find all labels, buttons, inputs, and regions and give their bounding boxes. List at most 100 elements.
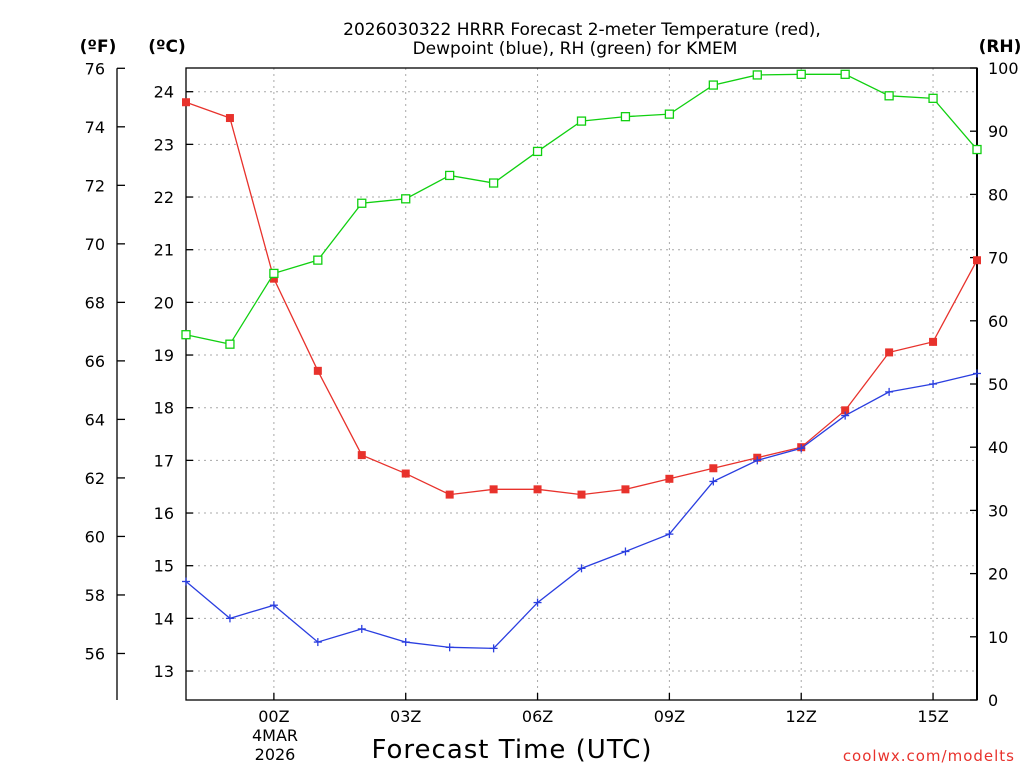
celsius-tick-label: 15 xyxy=(154,557,174,576)
rh-point xyxy=(357,198,367,208)
temperature-point xyxy=(182,98,190,107)
dewpoint-point xyxy=(489,644,498,653)
rh-point xyxy=(972,144,982,155)
temperature-point xyxy=(929,337,938,346)
rh-point xyxy=(796,69,806,79)
fahrenheit-tick-label: 74 xyxy=(85,118,105,137)
x-tick-label: 00Z xyxy=(258,707,289,726)
rh-point xyxy=(576,116,587,126)
rh-point xyxy=(313,255,323,265)
fahrenheit-tick-label: 58 xyxy=(85,586,105,605)
rh-tick-label: 60 xyxy=(988,312,1008,331)
rh-point xyxy=(532,146,543,157)
axes xyxy=(116,67,978,701)
rh-point xyxy=(225,339,235,349)
unit-label-fahrenheit: (ºF) xyxy=(80,37,117,57)
celsius-tick-label: 21 xyxy=(154,241,174,260)
temperature-point xyxy=(269,274,278,283)
temperature-point xyxy=(841,406,850,415)
temperature-point xyxy=(401,469,410,478)
fahrenheit-tick-label: 56 xyxy=(85,644,105,663)
temperature-point xyxy=(621,485,630,494)
credit-link[interactable]: coolwx.com/modelts xyxy=(843,747,1015,765)
rh-point xyxy=(620,112,631,122)
rh-point xyxy=(664,109,675,119)
fahrenheit-tick-label: 70 xyxy=(85,235,105,254)
temperature-point xyxy=(489,485,498,494)
dewpoint-point xyxy=(973,369,981,378)
celsius-tick-label: 17 xyxy=(154,451,174,470)
rh-point xyxy=(752,70,762,80)
unit-label-rh: (RH) xyxy=(979,37,1022,57)
temperature-point xyxy=(313,366,322,375)
rh-point xyxy=(840,69,850,79)
temperature-point xyxy=(709,464,718,473)
fahrenheit-tick-label: 66 xyxy=(85,352,105,371)
dewpoint-point xyxy=(225,614,234,623)
dewpoint-point xyxy=(269,601,278,610)
series-line-rh xyxy=(185,73,978,345)
rh-tick-label: 70 xyxy=(988,249,1008,268)
rh-point xyxy=(401,194,411,204)
dewpoint-point xyxy=(665,530,674,539)
dewpoint-point xyxy=(445,643,454,652)
dewpoint-point xyxy=(621,547,630,556)
rh-point xyxy=(708,80,718,90)
plot-frame xyxy=(185,67,978,701)
celsius-tick-label: 19 xyxy=(154,346,174,365)
fahrenheit-tick-label: 72 xyxy=(85,176,105,195)
series-layer xyxy=(181,69,982,653)
x-tick-label: 09Z xyxy=(654,707,685,726)
rh-point xyxy=(269,268,279,279)
rh-point xyxy=(488,178,499,188)
celsius-tick-label: 16 xyxy=(154,504,174,523)
series-line-dewpoint xyxy=(185,372,978,650)
rh-tick-label: 30 xyxy=(988,501,1008,520)
fahrenheit-tick-label: 62 xyxy=(85,469,105,488)
x-axis-title: Forecast Time (UTC) xyxy=(371,735,652,765)
dewpoint-point xyxy=(182,577,190,586)
rh-tick-label: 0 xyxy=(988,691,998,710)
dewpoint-point xyxy=(533,598,542,607)
rh-tick-label: 80 xyxy=(988,185,1008,204)
rh-point xyxy=(181,330,191,340)
rh-tick-label: 100 xyxy=(988,59,1019,78)
rh-tick-label: 50 xyxy=(988,375,1008,394)
fahrenheit-tick-label: 60 xyxy=(85,527,105,546)
date-label-day: 4MAR xyxy=(252,726,298,745)
dewpoint-point xyxy=(577,564,586,573)
rh-point xyxy=(928,93,938,103)
date-label-year: 2026 xyxy=(255,745,296,764)
temperature-point xyxy=(665,474,674,483)
celsius-tick-label: 13 xyxy=(154,662,174,681)
dewpoint-point xyxy=(709,477,718,486)
chart-title-line2: Dewpoint (blue), RH (green) for KMEM xyxy=(413,39,738,59)
temperature-point xyxy=(885,348,894,357)
fahrenheit-tick-label: 76 xyxy=(85,59,105,78)
dewpoint-point xyxy=(753,456,762,465)
rh-tick-label: 20 xyxy=(988,565,1008,584)
celsius-tick-label: 14 xyxy=(154,609,174,628)
dewpoint-point xyxy=(929,380,938,388)
temperature-point xyxy=(973,256,981,265)
dewpoint-point xyxy=(401,638,410,647)
dewpoint-point xyxy=(313,638,322,647)
grid-lines xyxy=(186,68,977,700)
celsius-tick-label: 18 xyxy=(154,399,174,418)
celsius-tick-label: 20 xyxy=(154,293,174,312)
series-line-temperature xyxy=(185,101,978,496)
temperature-point xyxy=(533,485,542,494)
fahrenheit-tick-label: 64 xyxy=(85,410,105,429)
tick-labels: 56 58 60 62 64 66 68 70 72 74 76 13 14 15 16 17 18 19 20 21… xyxy=(85,59,1019,726)
x-tick-label: 06Z xyxy=(522,707,553,726)
rh-tick-label: 40 xyxy=(988,438,1008,457)
x-tick-label: 03Z xyxy=(390,707,421,726)
temperature-point xyxy=(577,490,586,499)
temperature-point xyxy=(357,451,366,460)
dewpoint-point xyxy=(841,411,850,420)
rh-tick-label: 90 xyxy=(988,122,1008,141)
dewpoint-point xyxy=(357,624,366,633)
dewpoint-point xyxy=(797,444,806,453)
rh-point xyxy=(884,91,894,101)
